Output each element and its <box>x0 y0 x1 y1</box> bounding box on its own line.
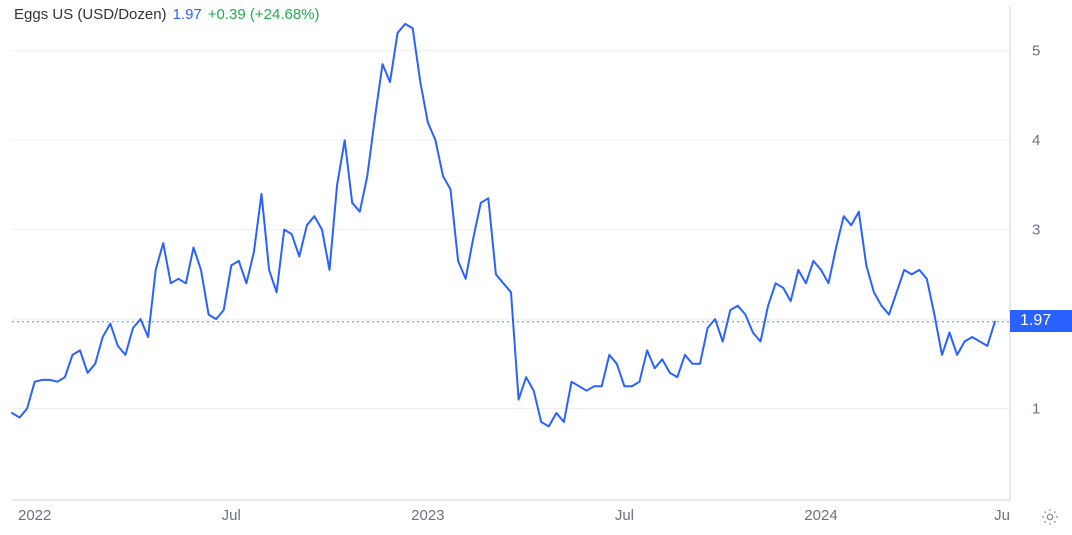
price-chart[interactable]: 12345 2022Jul2023Jul2024Ju <box>0 0 1072 535</box>
svg-text:2022: 2022 <box>18 507 51 524</box>
price-tag: 1.97 <box>1010 310 1072 332</box>
x-axis-labels: 2022 Jul 2023 Jul 2024 Ju <box>18 507 1010 524</box>
svg-text:Jul: Jul <box>615 507 634 524</box>
change-value: +0.39 (+24.68%) <box>208 6 320 23</box>
price-line <box>12 24 995 427</box>
chart-container: Eggs US (USD/Dozen) 1.97 +0.39 (+24.68%)… <box>0 0 1072 535</box>
svg-text:4: 4 <box>1032 132 1040 149</box>
gear-icon[interactable] <box>1040 507 1060 527</box>
current-value: 1.97 <box>173 6 202 23</box>
svg-text:1: 1 <box>1032 401 1040 418</box>
series-title: Eggs US (USD/Dozen) <box>14 6 167 23</box>
svg-text:5: 5 <box>1032 43 1040 60</box>
price-tag-value: 1.97 <box>1020 312 1051 329</box>
svg-text:3: 3 <box>1032 222 1040 239</box>
svg-text:Jul: Jul <box>222 507 241 524</box>
svg-text:2024: 2024 <box>804 507 837 524</box>
svg-text:Ju: Ju <box>994 507 1010 524</box>
svg-text:2023: 2023 <box>411 507 444 524</box>
chart-header: Eggs US (USD/Dozen) 1.97 +0.39 (+24.68%) <box>14 6 320 23</box>
y-axis-labels: 12345 <box>1032 43 1040 418</box>
